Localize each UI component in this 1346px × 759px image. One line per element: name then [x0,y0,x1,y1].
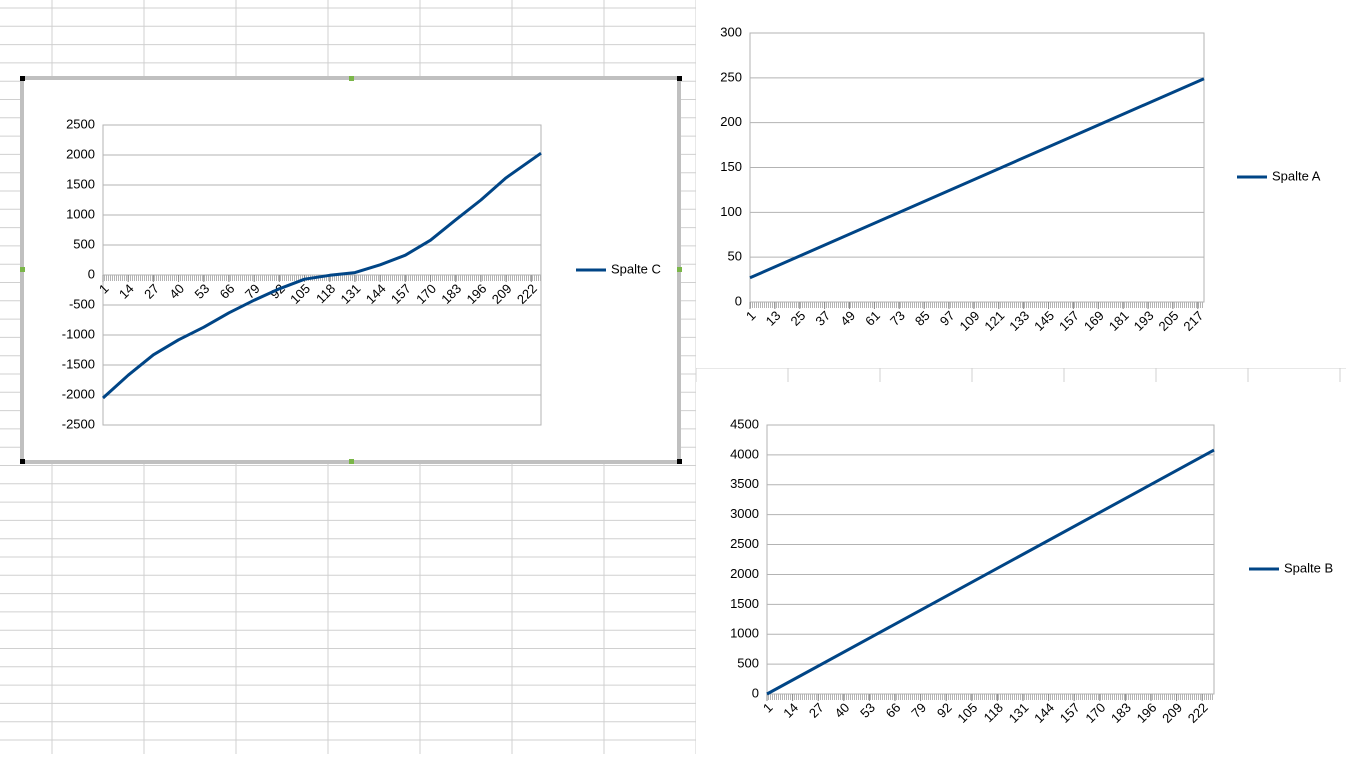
y-tick-label: 0 [752,685,759,700]
y-tick-label: 0 [88,266,95,281]
y-tick-label: 1500 [66,176,95,191]
y-tick-label: 250 [720,69,742,84]
y-tick-label: -500 [69,296,95,311]
y-tick-label: 3000 [730,506,759,521]
y-tick-label: -1500 [62,356,95,371]
y-tick-label: 2500 [66,116,95,131]
y-tick-label: 100 [720,204,742,219]
selection-handles [20,76,682,464]
series-line [749,77,1205,280]
y-tick-label: 500 [73,236,95,251]
y-tick-label: -1000 [62,326,95,341]
series-line [766,448,1215,696]
y-tick-label: 0 [735,293,742,308]
y-tick-label: 2500 [730,536,759,551]
y-tick-label: 300 [720,24,742,39]
y-tick-label: 1000 [730,626,759,641]
y-tick-label: 2000 [730,566,759,581]
y-tick-label: 3500 [730,476,759,491]
y-tick-label: 500 [737,656,759,671]
series-line [101,151,542,400]
y-tick-label: -2000 [62,386,95,401]
y-tick-label: 4000 [730,446,759,461]
y-tick-label: 200 [720,114,742,129]
y-tick-label: 50 [728,249,742,264]
y-tick-label: 1000 [66,206,95,221]
y-tick-label: 4500 [730,416,759,431]
legend-label: Spalte A [1272,168,1321,183]
y-tick-label: 150 [720,159,742,174]
y-tick-label: 1500 [730,596,759,611]
legend-label: Spalte B [1284,560,1333,575]
y-tick-label: 2000 [66,146,95,161]
category-ticks [767,694,1214,700]
category-ticks [750,302,1204,308]
y-tick-label: -2500 [62,416,95,431]
plot-area [766,424,1215,695]
legend-label: Spalte C [611,261,661,276]
